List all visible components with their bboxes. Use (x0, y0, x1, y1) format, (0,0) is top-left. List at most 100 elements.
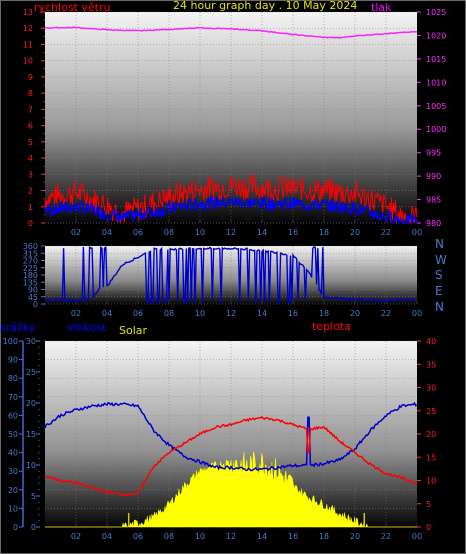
panel2-x-tick-label: 02 (71, 309, 81, 318)
panel1-left-tick-label: 10 (23, 57, 33, 66)
panel2-x-tick-label: 16 (288, 309, 298, 318)
compass-label: N (435, 300, 444, 314)
panel3-mid-tick-label: 30 (26, 337, 36, 346)
panel1-x-tick-label: 12 (226, 228, 236, 237)
wind-gust-line (44, 173, 418, 225)
panel3-temperature-label: teplota (312, 320, 351, 333)
wind-avg-line (44, 194, 417, 226)
panel3-left-tick-label: 60 (8, 411, 18, 420)
panel1-left-tick-label: 8 (28, 89, 33, 98)
panel1-left-tick-label: 12 (23, 24, 33, 33)
panel3-mid-tick-label: 25 (26, 368, 36, 377)
panel3-x-tick-label: 16 (288, 532, 298, 541)
panel3-x-tick-label: 14 (257, 532, 267, 541)
panel2-tick-label: 135 (23, 278, 38, 287)
panel3-x-tick-label: 10 (195, 532, 205, 541)
compass-label: S (435, 268, 443, 282)
panel1-left-tick-label: 11 (23, 40, 33, 49)
panel1-title: 24 hour graph day . 10 May 2024 (173, 0, 357, 12)
pressure-line (44, 26, 418, 39)
panel1-left-tick-label: 4 (28, 154, 33, 163)
panel1-right-tick-label: 1000 (426, 125, 446, 134)
panel3-right-tick-label: 15 (426, 453, 436, 462)
panel3-x-tick-label: 04 (102, 532, 112, 541)
panel3-right-tick-label: 25 (426, 407, 436, 416)
panel1-x-tick-label: 22 (381, 228, 391, 237)
panel1-right-tick-label: 980 (426, 219, 441, 228)
panel3-humidity-label: vlhkost (67, 321, 107, 334)
panel1: 0123456789101112139809859909951000100510… (23, 8, 447, 237)
panel1-right-tick-label: 1005 (426, 102, 446, 111)
panel2-x-tick-label: 10 (195, 309, 205, 318)
wind-direction-line (44, 245, 418, 305)
compass-label: W (435, 253, 447, 267)
panel3-right-tick-label: 40 (426, 337, 436, 346)
panel2-x-tick-label: 08 (164, 309, 174, 318)
panel3-left-tick-label: 10 (8, 504, 18, 513)
panel3-left-tick-label: 90 (8, 356, 18, 365)
panel1-x-tick-label: 04 (102, 228, 112, 237)
panel3-left-tick-label: 30 (8, 467, 18, 476)
panel3-right-tick-label: 20 (426, 430, 436, 439)
compass-label: N (435, 237, 444, 251)
panel1-left-tick-label: 6 (28, 122, 33, 131)
panel1-left-tick-label: 0 (28, 219, 33, 228)
panel3-solar-label: Solar (119, 324, 148, 337)
panel3-mid-tick-label: 5 (31, 492, 36, 501)
panel1-right-tick-label: 1010 (426, 78, 446, 87)
panel1-x-tick-label: 10 (195, 228, 205, 237)
panel1-left-label: rychlost větru (34, 1, 110, 14)
panel1-left-tick-label: 2 (28, 187, 33, 196)
panel1-right-tick-label: 1015 (426, 55, 446, 64)
panel3-x-tick-label: 22 (381, 532, 391, 541)
panel2-x-tick-label: 14 (257, 309, 267, 318)
panel1-left-tick-label: 7 (28, 105, 33, 114)
panel3-x-tick-label: 00 (412, 532, 422, 541)
panel2-tick-label: 180 (23, 271, 38, 280)
panel3-mid-tick-label: 10 (26, 461, 36, 470)
humidity-line (44, 401, 418, 472)
panel2-tick-label: 90 (28, 286, 38, 295)
panel3-mid-tick-label: 20 (26, 399, 36, 408)
panel2-tick-label: 270 (23, 257, 38, 266)
panel3-right-tick-label: 35 (426, 360, 436, 369)
panel2-x-tick-label: 12 (226, 309, 236, 318)
panel1-x-tick-label: 06 (133, 228, 143, 237)
panel1-x-tick-label: 16 (288, 228, 298, 237)
panel3-x-tick-label: 06 (133, 532, 143, 541)
panel2-tick-label: 45 (28, 293, 38, 302)
panel1-right-tick-label: 995 (426, 149, 441, 158)
panel1-x-tick-label: 14 (257, 228, 267, 237)
panel1-left-tick-label: 5 (28, 138, 33, 147)
panel1-x-tick-label: 18 (319, 228, 329, 237)
temperature-line (44, 415, 418, 497)
panel3-x-tick-label: 18 (319, 532, 329, 541)
panel1-right-tick-label: 990 (426, 172, 441, 181)
panel3-x-tick-label: 20 (350, 532, 360, 541)
panel3-mid-tick-label: 15 (26, 430, 36, 439)
panel1-x-tick-label: 20 (350, 228, 360, 237)
panel1-left-tick-label: 3 (28, 170, 33, 179)
panel1-left-tick-label: 13 (23, 8, 33, 17)
panel2-tick-label: 0 (33, 300, 38, 309)
compass-label: E (435, 284, 443, 298)
panel3-right-tick-label: 10 (426, 477, 436, 486)
panel2-x-tick-label: 06 (133, 309, 143, 318)
panel3-left-tick-label: 20 (8, 486, 18, 495)
panel3-x-tick-label: 08 (164, 532, 174, 541)
panel3-rain-label: srážky (0, 321, 36, 334)
panel3-mid-tick-label: 0 (31, 523, 36, 532)
panel3-x-tick-label: 12 (226, 532, 236, 541)
panel1-right-tick-label: 985 (426, 196, 441, 205)
panel1-x-tick-label: 02 (71, 228, 81, 237)
panel2-tick-label: 225 (23, 264, 38, 273)
panel1-right-label: tlak (371, 1, 392, 14)
panel2-x-tick-label: 22 (381, 309, 391, 318)
panel2-tick-label: 360 (23, 242, 38, 251)
panel2-tick-label: 315 (23, 249, 38, 258)
panel3-left-tick-label: 70 (8, 393, 18, 402)
panel3-left-tick-label: 100 (3, 337, 18, 346)
panel3-x-tick-label: 02 (71, 532, 81, 541)
